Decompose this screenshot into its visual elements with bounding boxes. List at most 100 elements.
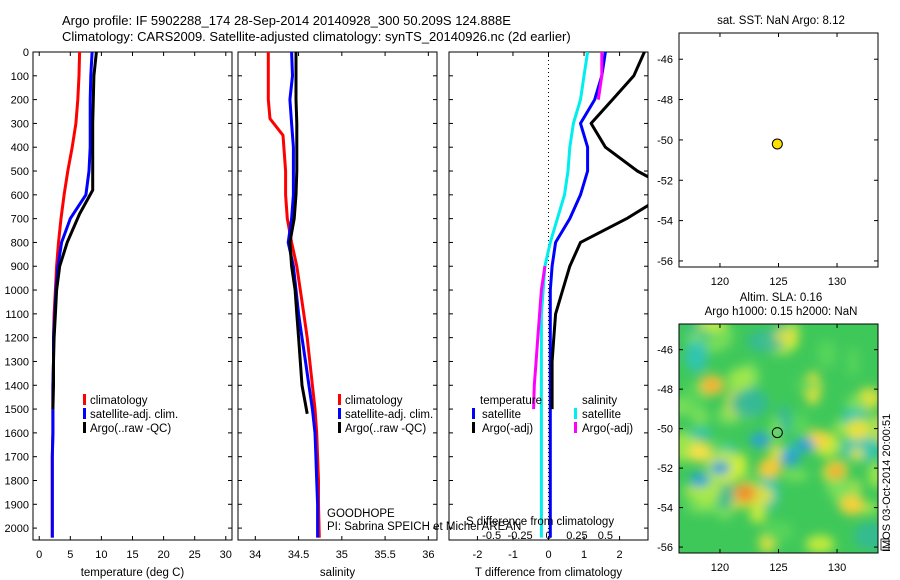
plot-frame <box>32 51 233 541</box>
x-tick-label: 5 <box>67 549 73 561</box>
x-tick-label: 120 <box>711 276 729 288</box>
x-tick-label: 1 <box>581 549 587 561</box>
y-tick-label: -56 <box>657 256 673 268</box>
heatmap-blob <box>805 535 835 553</box>
legend-label-t-argo: Argo(-adj) <box>482 423 533 435</box>
y-tick-label: 1500 <box>5 404 29 416</box>
heatmap-cool-spot <box>690 473 710 487</box>
x-tick-label: 25 <box>189 549 201 561</box>
heatmap-blob <box>795 379 818 392</box>
heatmap-blob <box>817 339 837 369</box>
y-tick-label: 500 <box>11 166 29 178</box>
s-tick-label: -0.5 <box>482 530 501 542</box>
y-tick-label: -48 <box>657 384 673 396</box>
x-axis-label: temperature (deg C) <box>81 567 185 579</box>
heatmap-blob <box>697 324 727 331</box>
series-line-argo-raw-qc- <box>288 52 309 415</box>
legend-label-satellite: satellite-adj. clim. <box>345 409 433 421</box>
heatmap-blob <box>762 521 794 543</box>
y-tick-label: 700 <box>11 214 29 226</box>
legend-label-satellite: satellite-adj. clim. <box>90 409 178 421</box>
heatmap-peak <box>706 380 718 390</box>
heatmap-blob <box>774 329 800 343</box>
legend-label-s-satellite: satellite <box>582 409 621 421</box>
y-tick-label: -52 <box>657 175 673 187</box>
x-tick-label: -1 <box>508 549 518 561</box>
series-line-argo-raw-qc- <box>51 51 98 410</box>
heatmap-blobs <box>679 324 878 553</box>
x-tick-label: 34.5 <box>288 549 309 561</box>
heatmap-blob <box>685 340 708 373</box>
series-line-salinity-argo-adj-deep <box>532 265 547 410</box>
legend-swatch-satellite <box>83 408 86 419</box>
heatmap-peak <box>739 489 751 499</box>
y-tick-label: 1400 <box>5 380 29 392</box>
program-name: GOODHOPE <box>327 508 395 520</box>
figure-title-line2: Climatology: CARS2009. Satellite-adjuste… <box>62 29 571 44</box>
heatmap-hotspot <box>840 495 864 515</box>
heatmap-blob <box>708 439 730 451</box>
y-tick-label: 200 <box>11 95 29 107</box>
x-tick-label: 36 <box>422 549 434 561</box>
sla-map-panel: 120 125 130 -46 -48 -50 -52 -54 -56 <box>657 323 879 574</box>
y-tick-label: 1700 <box>5 452 29 464</box>
heatmap-blob <box>787 413 810 437</box>
legend-swatch-argo <box>338 422 341 433</box>
series-line-salinity-argo-adj- <box>596 52 604 100</box>
y-tick-label: -52 <box>657 463 673 475</box>
y-tick-label: 900 <box>11 261 29 273</box>
legend-swatch-t-satellite <box>472 408 475 419</box>
x-tick-label: 125 <box>769 562 787 574</box>
y-tick-label: -56 <box>657 542 673 554</box>
x-axis-label: salinity <box>320 567 355 579</box>
heatmap-cool-spot <box>750 433 770 447</box>
y-tick-label: 2000 <box>5 523 29 535</box>
s-difference-axis-label: S difference from climatology <box>466 516 614 528</box>
y-tick-label: -46 <box>657 345 673 357</box>
argo-float-marker <box>771 138 783 150</box>
legend-header-temperature: temperature <box>480 395 542 407</box>
sla-map-title: Altim. SLA: 0.16 <box>740 292 822 304</box>
sst-map-panel: 120 125 130 -46 -48 -50 -52 -54 -56 <box>657 32 879 288</box>
legend-label-argo: Argo(..raw -QC) <box>345 423 426 435</box>
heatmap-blob <box>846 394 866 411</box>
salinity-legend: climatology satellite-adj. clim. Argo(..… <box>338 394 433 435</box>
y-tick-label: 1600 <box>5 428 29 440</box>
legend-header-salinity: salinity <box>582 395 617 407</box>
heatmap-field <box>679 324 878 553</box>
difference-profile-panel: -2 -1 0 1 2 T difference from climatology -0.5… <box>448 51 649 579</box>
y-tick-label: 1100 <box>5 309 29 321</box>
legend-label-climatology: climatology <box>90 395 148 407</box>
heatmap-blob <box>846 347 860 378</box>
legend-swatch-satellite <box>338 408 341 419</box>
heatmap-blob <box>782 469 809 482</box>
series-line-climatology <box>266 52 321 538</box>
legend-swatch-t-argo <box>472 422 475 433</box>
x-tick-label: 0 <box>36 549 42 561</box>
heatmap-blob <box>749 504 767 524</box>
temperature-profile-panel: 0100200300400500600700800900100011001200… <box>5 47 233 579</box>
salinity-profile-panel: 34 34.5 35 35.5 36 salinity <box>237 51 438 579</box>
y-tick-label: 300 <box>11 118 29 130</box>
legend-swatch-argo <box>83 422 86 433</box>
y-tick-label: 800 <box>11 237 29 249</box>
heatmap-blob <box>688 428 713 439</box>
heatmap-hotspot <box>688 442 712 462</box>
x-tick-label: 0 <box>545 549 551 561</box>
imos-logo-icon <box>880 538 890 551</box>
x-tick-label: 120 <box>711 562 729 574</box>
legend-swatch-s-argo <box>574 422 577 433</box>
legend-label-t-satellite: satellite <box>482 409 521 421</box>
legend-label-climatology: climatology <box>345 395 403 407</box>
heatmap-blob <box>733 452 748 478</box>
figure-title-line1: Argo profile: IF 5902288_174 28-Sep-2014… <box>62 13 511 28</box>
x-tick-label: 30 <box>220 549 232 561</box>
heatmap-blob <box>727 367 754 392</box>
x-tick-label: 35.5 <box>374 549 395 561</box>
s-tick-label: -0.25 <box>508 530 533 542</box>
heatmap-blob <box>853 522 878 551</box>
y-tick-label: -46 <box>657 54 673 66</box>
x-axis-label: T difference from climatology <box>475 567 622 579</box>
x-tick-label: 2 <box>617 549 623 561</box>
